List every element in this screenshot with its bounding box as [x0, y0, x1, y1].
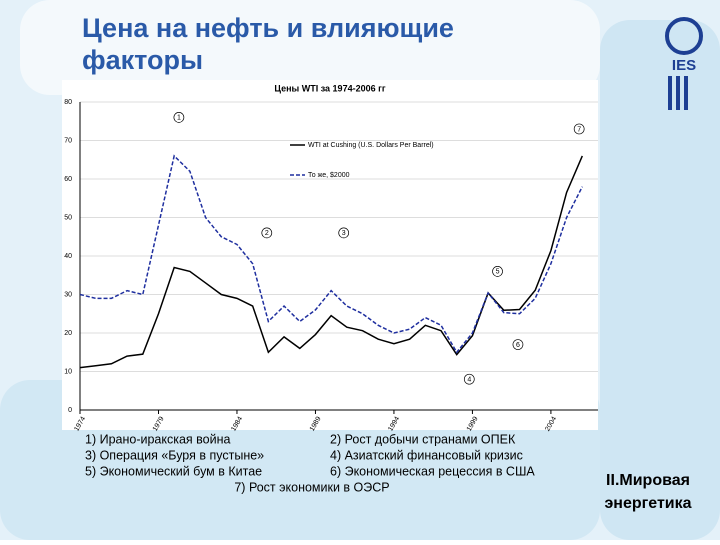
annotation-label: 1 [177, 115, 181, 122]
y-tick-label: 0 [68, 407, 72, 414]
annotation-circle [512, 339, 524, 350]
y-tick-label: 70 [64, 137, 72, 144]
panel [20, 0, 600, 95]
note: 1) Ирано-иракская война [85, 432, 231, 446]
logo-text: IES [672, 57, 696, 74]
y-tick-label: 30 [64, 291, 72, 298]
note: 7) Рост экономики в ОЭСР [234, 480, 389, 494]
legend-label: То же, $2000 [308, 172, 350, 179]
logo-bar [676, 76, 680, 110]
logo-bar [684, 76, 688, 110]
note: 5) Экономический бум в Китае [85, 464, 262, 478]
series-line [79, 154, 583, 354]
note: 6) Экономическая рецессия в США [330, 464, 535, 478]
slide-title: Цена на нефть и влияющие [82, 13, 454, 43]
side-label: энергетика [604, 495, 691, 512]
annotation-label: 3 [342, 230, 346, 237]
annotation-circle [338, 227, 350, 239]
annotation-circle [492, 266, 503, 277]
slide-title: факторы [82, 45, 203, 75]
y-tick-label: 50 [64, 214, 72, 221]
chart-area [62, 80, 598, 430]
y-tick-label: 80 [64, 99, 72, 106]
y-tick-label: 10 [64, 368, 72, 375]
annotation-circle [573, 123, 585, 135]
chart-title: Цены WTI за 1974-2006 гг [274, 83, 385, 93]
legend-label: WTI at Cushing (U.S. Dollars Per Barrel) [308, 142, 434, 149]
annotation-circle [173, 112, 185, 123]
annotation-label: 7 [577, 126, 581, 133]
annotation-circle [261, 227, 273, 239]
annotation-circle [463, 373, 475, 385]
y-tick-label: 20 [64, 330, 72, 337]
note: 3) Операция «Буря в пустыне» [85, 448, 264, 462]
side-label: II.Мировая [606, 472, 690, 489]
y-tick-label: 60 [64, 176, 72, 183]
logo-bar [668, 76, 672, 110]
logo-ring [665, 17, 703, 55]
annotation-label: 4 [467, 377, 471, 384]
annotation-label: 6 [516, 342, 520, 349]
panel [600, 20, 720, 540]
note: 4) Азиатский финансовый кризис [330, 448, 523, 462]
series-line [79, 155, 583, 369]
annotation-label: 2 [265, 230, 269, 237]
note: 2) Рост добычи странами ОПЕК [330, 432, 516, 446]
annotation-label: 5 [496, 269, 500, 276]
y-tick-label: 40 [64, 253, 72, 260]
